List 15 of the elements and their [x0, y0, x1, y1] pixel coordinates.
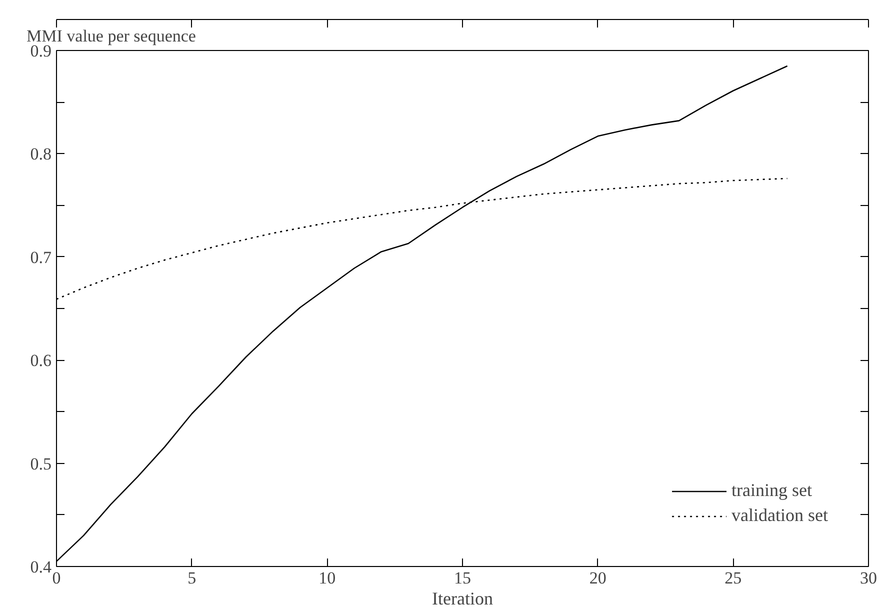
y-tick-label: 0.8: [30, 144, 52, 164]
x-tick-label: 0: [52, 568, 61, 588]
legend-label: training set: [732, 480, 812, 501]
legend-label: validation set: [732, 505, 828, 526]
y-tick-label: 0.7: [30, 248, 52, 267]
y-tick-label: 0.5: [30, 454, 52, 474]
x-tick-label: 20: [589, 568, 606, 588]
x-tick-label: 30: [860, 568, 877, 588]
x-tick-label: 10: [318, 568, 336, 588]
x-tick-label: 5: [188, 568, 196, 588]
y-tick-label: 0.4: [30, 558, 52, 576]
x-axis-title: Iteration: [432, 588, 493, 608]
y-tick-label: 0.6: [30, 351, 52, 370]
x-tick-label: 15: [454, 568, 471, 588]
x-tick-label: 25: [724, 568, 742, 588]
